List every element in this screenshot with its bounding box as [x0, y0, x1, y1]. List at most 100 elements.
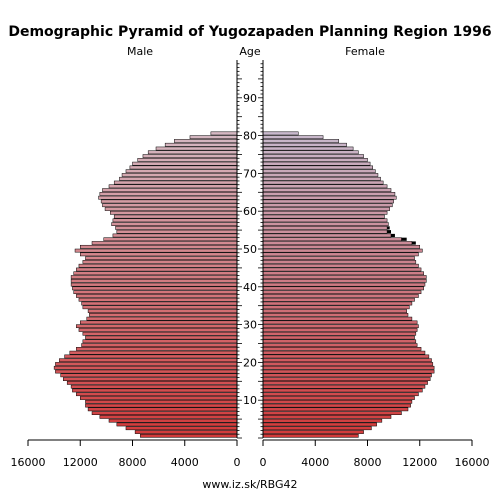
x-tick-label-female-12000: 12000 [402, 456, 437, 469]
female-bar-age-37 [262, 294, 419, 298]
male-bar-age-44 [76, 267, 238, 272]
male-bar-age-63 [98, 195, 238, 200]
age-tick-label-30: 30 [243, 319, 257, 332]
male-bar-age-72 [132, 161, 238, 166]
female-bars [262, 131, 435, 438]
female-bar-age-79 [262, 135, 324, 140]
female-bar-age-4 [262, 418, 383, 423]
female-bar-age-59 [262, 210, 388, 215]
age-tick-label-60: 60 [243, 205, 257, 218]
male-bar-age-11 [76, 392, 238, 397]
male-bar-age-21 [64, 354, 238, 359]
female-bar-age-7 [262, 407, 409, 412]
female-bar-age-41 [262, 278, 427, 283]
female-bar-age-65 [262, 188, 392, 192]
male-bar-age-18 [53, 365, 238, 370]
female-bar-age-58 [262, 214, 385, 219]
female-bar-age-29 [262, 324, 419, 329]
male-bar-age-35 [81, 301, 238, 306]
male-bar-age-67 [113, 180, 238, 185]
male-bar-age-52 [103, 237, 238, 242]
male-bar-age-6 [91, 411, 238, 415]
female-bar-age-45 [262, 263, 419, 268]
female-bar-age-64 [262, 192, 396, 196]
age-label: Age [239, 45, 261, 58]
male-bar-age-73 [137, 158, 238, 162]
female-bar-age-25 [262, 339, 417, 344]
female-bar-age-68 [262, 176, 381, 181]
female-bar-age-5 [262, 415, 392, 419]
female-bar-age-80 [262, 131, 299, 136]
female-bar-age-2 [262, 426, 372, 431]
male-bar-age-33 [87, 309, 238, 313]
female-bar-age-57 [262, 218, 388, 223]
male-bar-age-31 [86, 316, 238, 321]
male-bar-age-14 [66, 381, 238, 385]
male-bar-age-10 [80, 396, 238, 400]
female-bar-age-15 [262, 377, 431, 381]
age-tick-label-20: 20 [243, 356, 257, 369]
female-bar-age-18 [262, 365, 435, 370]
male-bar-age-55 [115, 226, 238, 230]
male-bar-age-54 [116, 229, 238, 234]
male-bar-age-51 [91, 241, 238, 245]
female-bar-age-24 [262, 343, 418, 347]
female-bar-age-54 [262, 229, 388, 234]
male-bar-age-76 [155, 146, 238, 151]
female-bar-age-32 [262, 313, 409, 317]
female-bar-age-0 [262, 433, 359, 438]
female-bar-age-14 [262, 381, 428, 385]
female-bar-age-26 [262, 335, 415, 340]
female-bar-age-66 [262, 184, 388, 189]
female-excess-bar-age-51 [411, 241, 416, 245]
female-bar-age-73 [262, 158, 368, 162]
male-bar-age-41 [70, 278, 238, 283]
male-bar-age-4 [108, 418, 238, 423]
male-bar-age-45 [78, 263, 238, 268]
male-bar-age-37 [76, 294, 238, 298]
female-bar-age-22 [262, 350, 426, 355]
male-bar-age-12 [72, 388, 238, 393]
male-bar-age-42 [70, 275, 238, 279]
male-bar-age-78 [174, 139, 238, 143]
male-bar-age-19 [55, 362, 238, 366]
male-bar-age-23 [76, 347, 238, 351]
male-bar-age-28 [78, 328, 238, 332]
male-bar-age-2 [125, 426, 238, 431]
male-bar-age-38 [73, 290, 238, 295]
female-bar-age-27 [262, 331, 417, 336]
x-tick-label-male-0: 0 [234, 456, 241, 469]
male-bar-age-77 [164, 142, 238, 147]
male-bar-age-60 [104, 207, 238, 211]
female-bar-age-67 [262, 180, 384, 185]
age-tick-label-40: 40 [243, 281, 257, 294]
x-tick-label-male-8000: 8000 [119, 456, 147, 469]
male-label: Male [127, 45, 153, 58]
male-bar-age-1 [134, 430, 238, 434]
female-bar-age-10 [262, 396, 415, 400]
female-bar-age-46 [262, 260, 417, 264]
male-bar-age-22 [69, 350, 238, 355]
chart-title: Demographic Pyramid of Yugozapaden Plann… [8, 24, 491, 40]
footer-url: www.iz.sk/RBG42 [202, 478, 297, 491]
male-bar-age-39 [72, 286, 238, 291]
female-bar-age-71 [262, 165, 373, 170]
x-tick-label-female-4000: 4000 [301, 456, 329, 469]
age-tick-label-90: 90 [243, 92, 257, 105]
male-bar-age-57 [112, 218, 238, 223]
female-bar-age-39 [262, 286, 424, 291]
female-bar-age-12 [262, 388, 423, 393]
female-bar-age-60 [262, 207, 390, 211]
male-bar-age-8 [85, 403, 238, 408]
female-bar-age-72 [262, 161, 371, 166]
female-bar-age-56 [262, 222, 389, 226]
female-bar-age-61 [262, 203, 393, 208]
female-label: Female [345, 45, 385, 58]
male-bar-age-5 [99, 415, 238, 419]
male-bar-age-49 [74, 248, 238, 253]
age-tick-label-50: 50 [243, 243, 257, 256]
male-bar-age-47 [85, 256, 238, 260]
male-bar-age-69 [121, 173, 238, 177]
x-tick-label-female-16000: 16000 [455, 456, 490, 469]
